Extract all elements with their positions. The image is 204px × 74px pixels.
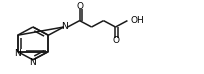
Text: O: O xyxy=(113,36,120,45)
Text: OH: OH xyxy=(130,16,144,25)
Text: N: N xyxy=(30,58,36,67)
Text: O: O xyxy=(76,2,83,11)
Text: N: N xyxy=(14,49,21,58)
Text: N: N xyxy=(61,22,68,31)
